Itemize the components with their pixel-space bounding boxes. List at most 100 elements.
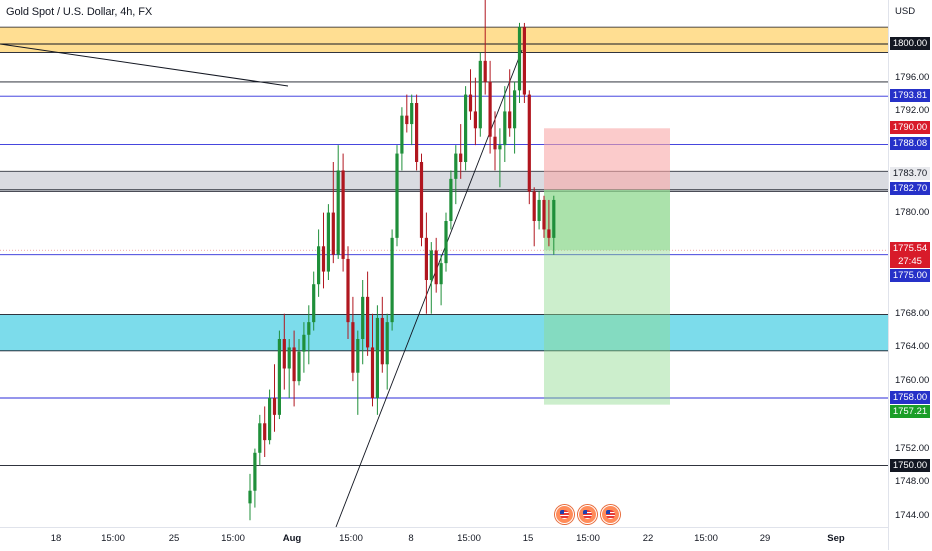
time-label: 15:00 <box>339 533 363 544</box>
candle-body <box>292 347 296 382</box>
candle-body <box>439 263 443 285</box>
candle-body <box>370 347 375 398</box>
price-tag: 1782.70 <box>890 182 930 195</box>
candle-body <box>375 317 379 398</box>
price-tick: 1760.00 <box>895 375 930 387</box>
candle-body <box>537 199 541 221</box>
candle-body <box>268 398 272 441</box>
resistance-zone <box>0 27 888 53</box>
price-tag: 1800.00 <box>890 37 930 50</box>
candle-body <box>390 237 394 323</box>
time-label: 22 <box>642 533 654 544</box>
trendline <box>0 43 289 87</box>
candle-body <box>547 229 551 238</box>
price-tick: 1744.00 <box>895 510 930 521</box>
candle-body <box>459 153 463 162</box>
time-label: 25 <box>168 533 180 544</box>
time-label: 8 <box>408 533 414 544</box>
price-tag: 1775.54 <box>890 242 930 255</box>
candle-body <box>532 191 536 221</box>
candle-body <box>503 111 507 146</box>
candle-body <box>263 423 267 441</box>
candle-body <box>483 60 487 82</box>
candle-body <box>312 284 316 323</box>
candle-body <box>356 339 360 373</box>
time-label: 15:00 <box>101 533 125 544</box>
price-tag: 1750.00 <box>890 459 930 472</box>
candle-body <box>513 90 517 129</box>
candle-body <box>410 103 414 125</box>
candle-body <box>282 339 286 369</box>
candle-body <box>405 115 409 125</box>
candle-body <box>321 246 326 272</box>
candle-body <box>522 27 526 95</box>
time-label: 15:00 <box>694 533 718 544</box>
price-tag: 1757.21 <box>890 405 930 418</box>
time-axis[interactable]: 18 15:00 25 15:00 Aug 15:00 8 15:00 15 15:00 22 15:… <box>0 527 888 551</box>
candle-body <box>444 221 448 264</box>
time-label: 15:00 <box>221 533 245 544</box>
candle-body <box>253 452 257 491</box>
time-label: 15:00 <box>457 533 481 544</box>
chart-area[interactable]: Gold Spot / U.S. Dollar, 4h, FX <box>0 0 888 527</box>
price-tick: 1796.00 <box>895 71 930 83</box>
us-flag-icon[interactable] <box>555 505 574 524</box>
candle-body <box>351 322 355 373</box>
candle-body <box>307 322 311 335</box>
us-flag-icon[interactable] <box>578 505 597 524</box>
candlestick-chart[interactable] <box>0 0 888 527</box>
candle-body <box>326 212 330 272</box>
candle-body <box>498 145 502 150</box>
support-zone <box>0 314 888 351</box>
candle-body <box>419 162 424 238</box>
candle-body <box>287 347 291 369</box>
candle-body <box>336 170 340 255</box>
candle-body <box>395 153 399 238</box>
candle-body <box>429 250 433 280</box>
take-profit-filled <box>544 189 670 251</box>
price-tag: 1783.70 <box>890 167 930 180</box>
candle-body <box>248 490 252 504</box>
grey-zone <box>0 171 888 192</box>
price-tick: 1752.00 <box>895 442 930 454</box>
candle-body <box>449 178 453 221</box>
symbol-title: Gold Spot / U.S. Dollar, 4h, FX <box>6 6 153 18</box>
candle-body <box>380 317 384 365</box>
candle-body <box>493 136 497 150</box>
candle-body <box>542 199 546 230</box>
candle-body <box>258 423 262 453</box>
price-tag: 1758.00 <box>890 391 930 404</box>
price-tag: 27:45 <box>890 255 930 268</box>
candle-body <box>473 111 477 129</box>
candle-body <box>385 322 389 365</box>
candle-body <box>415 103 419 162</box>
candle-body <box>272 398 277 415</box>
candle-body <box>400 115 404 154</box>
candle-body <box>478 60 482 129</box>
us-flag-icon[interactable] <box>601 505 620 524</box>
time-label: Sep <box>827 533 845 544</box>
price-tick: 1768.00 <box>895 307 930 319</box>
candle-body <box>297 351 301 382</box>
stop-loss-zone <box>544 128 670 190</box>
candle-body <box>341 170 345 259</box>
price-tag: 1790.00 <box>890 121 930 134</box>
candle-body <box>361 296 365 339</box>
candle-body <box>424 237 428 280</box>
candle-body <box>366 296 370 348</box>
price-axis[interactable]: USD 1796.00 1792.00 1780.00 1768.00 1764.00 1… <box>888 0 932 550</box>
candle-body <box>277 339 281 415</box>
price-tag: 1775.00 <box>890 269 930 282</box>
price-tick: 1764.00 <box>895 341 930 353</box>
time-label: 15 <box>522 533 534 544</box>
time-label: 18 <box>50 533 62 544</box>
time-label: Aug <box>282 533 302 544</box>
candle-body <box>434 250 438 285</box>
candle-body <box>331 212 335 255</box>
candle-body <box>517 27 522 91</box>
time-label: 29 <box>759 533 771 544</box>
candle-body <box>302 334 306 352</box>
price-tick: 1748.00 <box>895 476 930 488</box>
candle-body <box>488 81 492 137</box>
currency-label: USD <box>895 6 916 17</box>
